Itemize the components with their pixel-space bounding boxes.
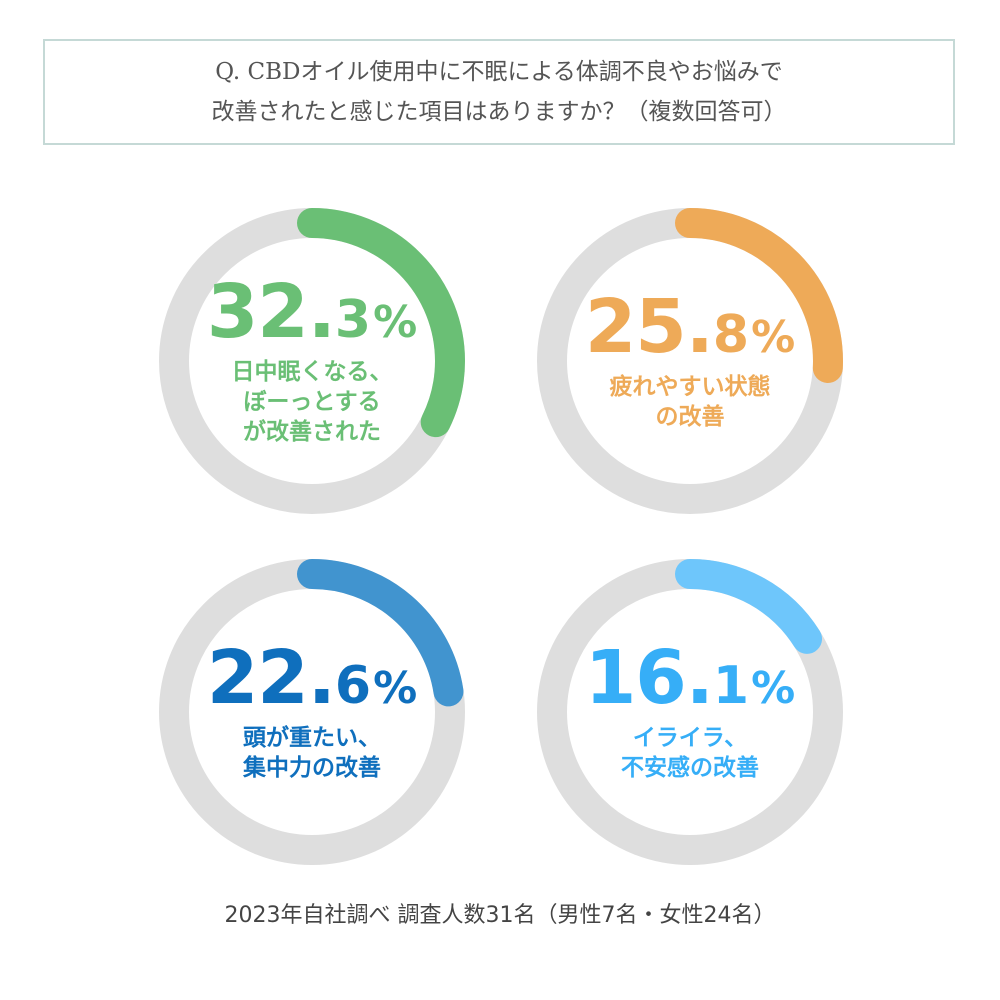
- description-4-line-2: 不安感の改善: [621, 755, 759, 781]
- description-1: 日中眠くなる、 ぼーっとする が改善された: [232, 357, 393, 447]
- survey-source-note: 2023年自社調べ 調査人数31名（男性7名・女性24名）: [224, 903, 776, 928]
- percentage-1-unit: %: [373, 297, 418, 348]
- description-3: 頭が重たい、 集中力の改善: [243, 723, 381, 783]
- description-3-line-2: 集中力の改善: [243, 755, 381, 781]
- percentage-2: 25. 8 %: [585, 290, 795, 364]
- question-line-1: Q. CBDオイル使用中に不眠による体調不良やお悩みで: [215, 59, 783, 85]
- donut-chart-3: 22. 6 % 頭が重たい、 集中力の改善: [147, 547, 477, 877]
- donut-chart-2: 25. 8 % 疲れやすい状態 の改善: [525, 196, 855, 526]
- question-line-2: 改善されたと感じた項目はありますか？（複数回答可）: [211, 99, 787, 125]
- description-1-line-3: が改善された: [243, 419, 381, 445]
- donut-arc-1: [159, 208, 465, 514]
- donut-svg-1: [159, 208, 465, 514]
- donut-text-3: 22. 6 % 頭が重たい、 集中力の改善: [147, 547, 477, 877]
- percentage-4: 16. 1 %: [585, 641, 795, 715]
- percentage-2-unit: %: [751, 312, 796, 363]
- donut-svg-4: [537, 559, 843, 865]
- donut-text-1: 32. 3 % 日中眠くなる、 ぼーっとする が改善された: [147, 196, 477, 526]
- description-4: イライラ、 不安感の改善: [621, 723, 759, 783]
- donut-text-4: 16. 1 % イライラ、 不安感の改善: [525, 547, 855, 877]
- description-1-line-2: ぼーっとする: [243, 389, 381, 415]
- percentage-4-unit: %: [751, 663, 796, 714]
- percentage-1-dec: 3: [334, 290, 372, 350]
- description-2-line-1: 疲れやすい状態: [609, 374, 771, 400]
- donut-chart-4: 16. 1 % イライラ、 不安感の改善: [525, 547, 855, 877]
- donut-arc-3: [159, 559, 465, 865]
- donut-arc-2: [537, 208, 843, 514]
- percentage-3-dec: 6: [334, 656, 372, 716]
- description-4-line-1: イライラ、: [632, 725, 748, 751]
- description-2-line-2: の改善: [655, 404, 725, 430]
- donut-arc-4: [537, 559, 843, 865]
- description-1-line-1: 日中眠くなる、: [231, 359, 393, 385]
- question-box: Q. CBDオイル使用中に不眠による体調不良やお悩みで 改善されたと感じた項目は…: [43, 39, 955, 145]
- percentage-4-int: 16.: [584, 635, 714, 721]
- percentage-1: 32. 3 %: [207, 275, 417, 349]
- percentage-3: 22. 6 %: [207, 641, 417, 715]
- percentage-2-dec: 8: [712, 305, 750, 365]
- donut-svg-2: [537, 208, 843, 514]
- percentage-3-int: 22.: [206, 635, 336, 721]
- percentage-2-int: 25.: [584, 284, 714, 370]
- donut-chart-1: 32. 3 % 日中眠くなる、 ぼーっとする が改善された: [147, 196, 477, 526]
- percentage-1-int: 32.: [206, 269, 336, 355]
- donut-text-2: 25. 8 % 疲れやすい状態 の改善: [525, 196, 855, 526]
- description-2: 疲れやすい状態 の改善: [610, 372, 771, 432]
- percentage-3-unit: %: [373, 663, 418, 714]
- percentage-4-dec: 1: [712, 656, 750, 716]
- donut-svg-3: [159, 559, 465, 865]
- description-3-line-1: 頭が重たい、: [243, 725, 381, 751]
